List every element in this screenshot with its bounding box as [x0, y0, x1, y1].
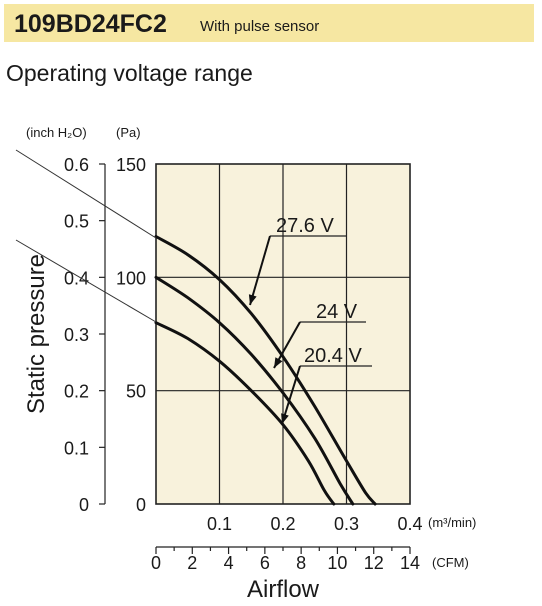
inch-tick-label-1: 0.1 [64, 438, 89, 458]
series-label-arrow-27-6v [248, 294, 257, 305]
cfm-tick-label-7: 14 [400, 553, 420, 573]
x-unit-m3: (m³/min) [428, 515, 476, 530]
series-label-arrow-20-4v [281, 413, 289, 424]
inch-tick-label-4: 0.4 [64, 268, 89, 288]
cfm-tick-label-1: 2 [187, 553, 197, 573]
series-label-pointer-20-4v [281, 365, 301, 425]
cfm-tick-label-0: 0 [151, 553, 161, 573]
inch-tick-label-5: 0.5 [64, 212, 89, 232]
pa-tick-label-1: 50 [126, 382, 146, 402]
cfm-tick-label-5: 10 [327, 553, 347, 573]
series-label-20-4v: 20.4 V [304, 345, 362, 367]
m3-tick-label-0: 0.1 [207, 514, 232, 534]
pa-tick-label-2: 100 [116, 268, 146, 288]
model-header-bar: 109BD24FC2 With pulse sensor [4, 4, 534, 42]
leader-line-top [15, 149, 157, 239]
x-unit-cfm: (CFM) [432, 555, 469, 570]
cfm-tick-label-2: 4 [224, 553, 234, 573]
m3-tick-label-1: 0.2 [270, 514, 295, 534]
series-label-24v: 24 V [316, 301, 358, 323]
curve-27-6v [154, 235, 377, 506]
cfm-tick-label-4: 8 [296, 553, 306, 573]
y-unit-pa: (Pa) [116, 125, 141, 140]
inch-tick-label-6: 0.6 [64, 155, 89, 175]
cfm-tick-label-6: 12 [364, 553, 384, 573]
y-axis-title: Static pressure [23, 254, 50, 414]
plot-border [155, 163, 411, 505]
m3-tick-label-2: 0.3 [334, 514, 359, 534]
inch-tick-label-3: 0.3 [64, 325, 89, 345]
m3-tick-label-3: 0.4 [397, 514, 422, 534]
series-label-27-6v: 27.6 V [276, 215, 334, 237]
cfm-tick-label-3: 6 [260, 553, 270, 573]
model-number: 109BD24FC2 [14, 10, 167, 38]
x-axis-title: Airflow [247, 576, 320, 603]
y-unit-inch: (inch H₂O) [26, 125, 87, 140]
inch-tick-label-0: 0 [79, 495, 89, 515]
leader-line-bottom [15, 239, 157, 323]
model-note: With pulse sensor [200, 18, 320, 35]
series-label-pointer-27-6v [249, 235, 271, 306]
inch-tick-label-2: 0.2 [64, 382, 89, 402]
series-label-arrow-24v [274, 357, 283, 368]
chart-title: Operating voltage range [6, 60, 253, 86]
pa-tick-label-0: 0 [136, 495, 146, 515]
curve-20-4v [154, 321, 336, 506]
curve-24v [154, 275, 355, 506]
pa-tick-label-3: 150 [116, 155, 146, 175]
